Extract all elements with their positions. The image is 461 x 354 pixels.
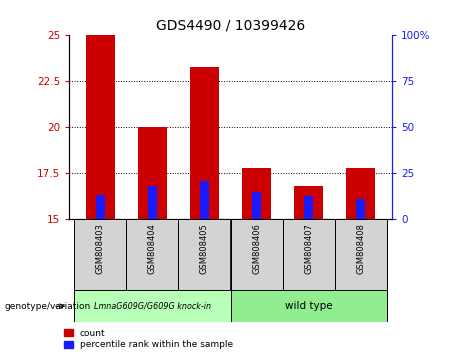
Text: GSM808404: GSM808404 xyxy=(148,223,157,274)
Bar xyxy=(148,186,157,219)
Text: GSM808408: GSM808408 xyxy=(356,223,365,274)
Legend: count, percentile rank within the sample: count, percentile rank within the sample xyxy=(65,329,233,349)
Text: GSM808405: GSM808405 xyxy=(200,223,209,274)
Bar xyxy=(190,67,219,219)
Bar xyxy=(126,219,178,290)
Bar xyxy=(230,290,387,322)
Bar xyxy=(230,219,283,290)
Bar xyxy=(242,168,271,219)
Bar xyxy=(346,168,375,219)
Bar xyxy=(74,290,230,322)
Bar xyxy=(294,186,323,219)
Bar xyxy=(86,35,115,219)
Title: GDS4490 / 10399426: GDS4490 / 10399426 xyxy=(156,19,305,33)
Text: LmnaG609G/G609G knock-in: LmnaG609G/G609G knock-in xyxy=(94,302,211,311)
Bar xyxy=(283,219,335,290)
Bar xyxy=(200,181,209,219)
Bar xyxy=(138,127,167,219)
Bar xyxy=(178,219,230,290)
Bar xyxy=(252,192,261,219)
Text: genotype/variation: genotype/variation xyxy=(5,302,91,311)
Text: GSM808407: GSM808407 xyxy=(304,223,313,274)
Bar xyxy=(74,219,126,290)
Text: wild type: wild type xyxy=(285,301,332,311)
Text: GSM808406: GSM808406 xyxy=(252,223,261,274)
Bar xyxy=(96,195,105,219)
Text: GSM808403: GSM808403 xyxy=(96,223,105,274)
Bar xyxy=(304,196,313,219)
Bar xyxy=(356,199,365,219)
Bar xyxy=(335,219,387,290)
